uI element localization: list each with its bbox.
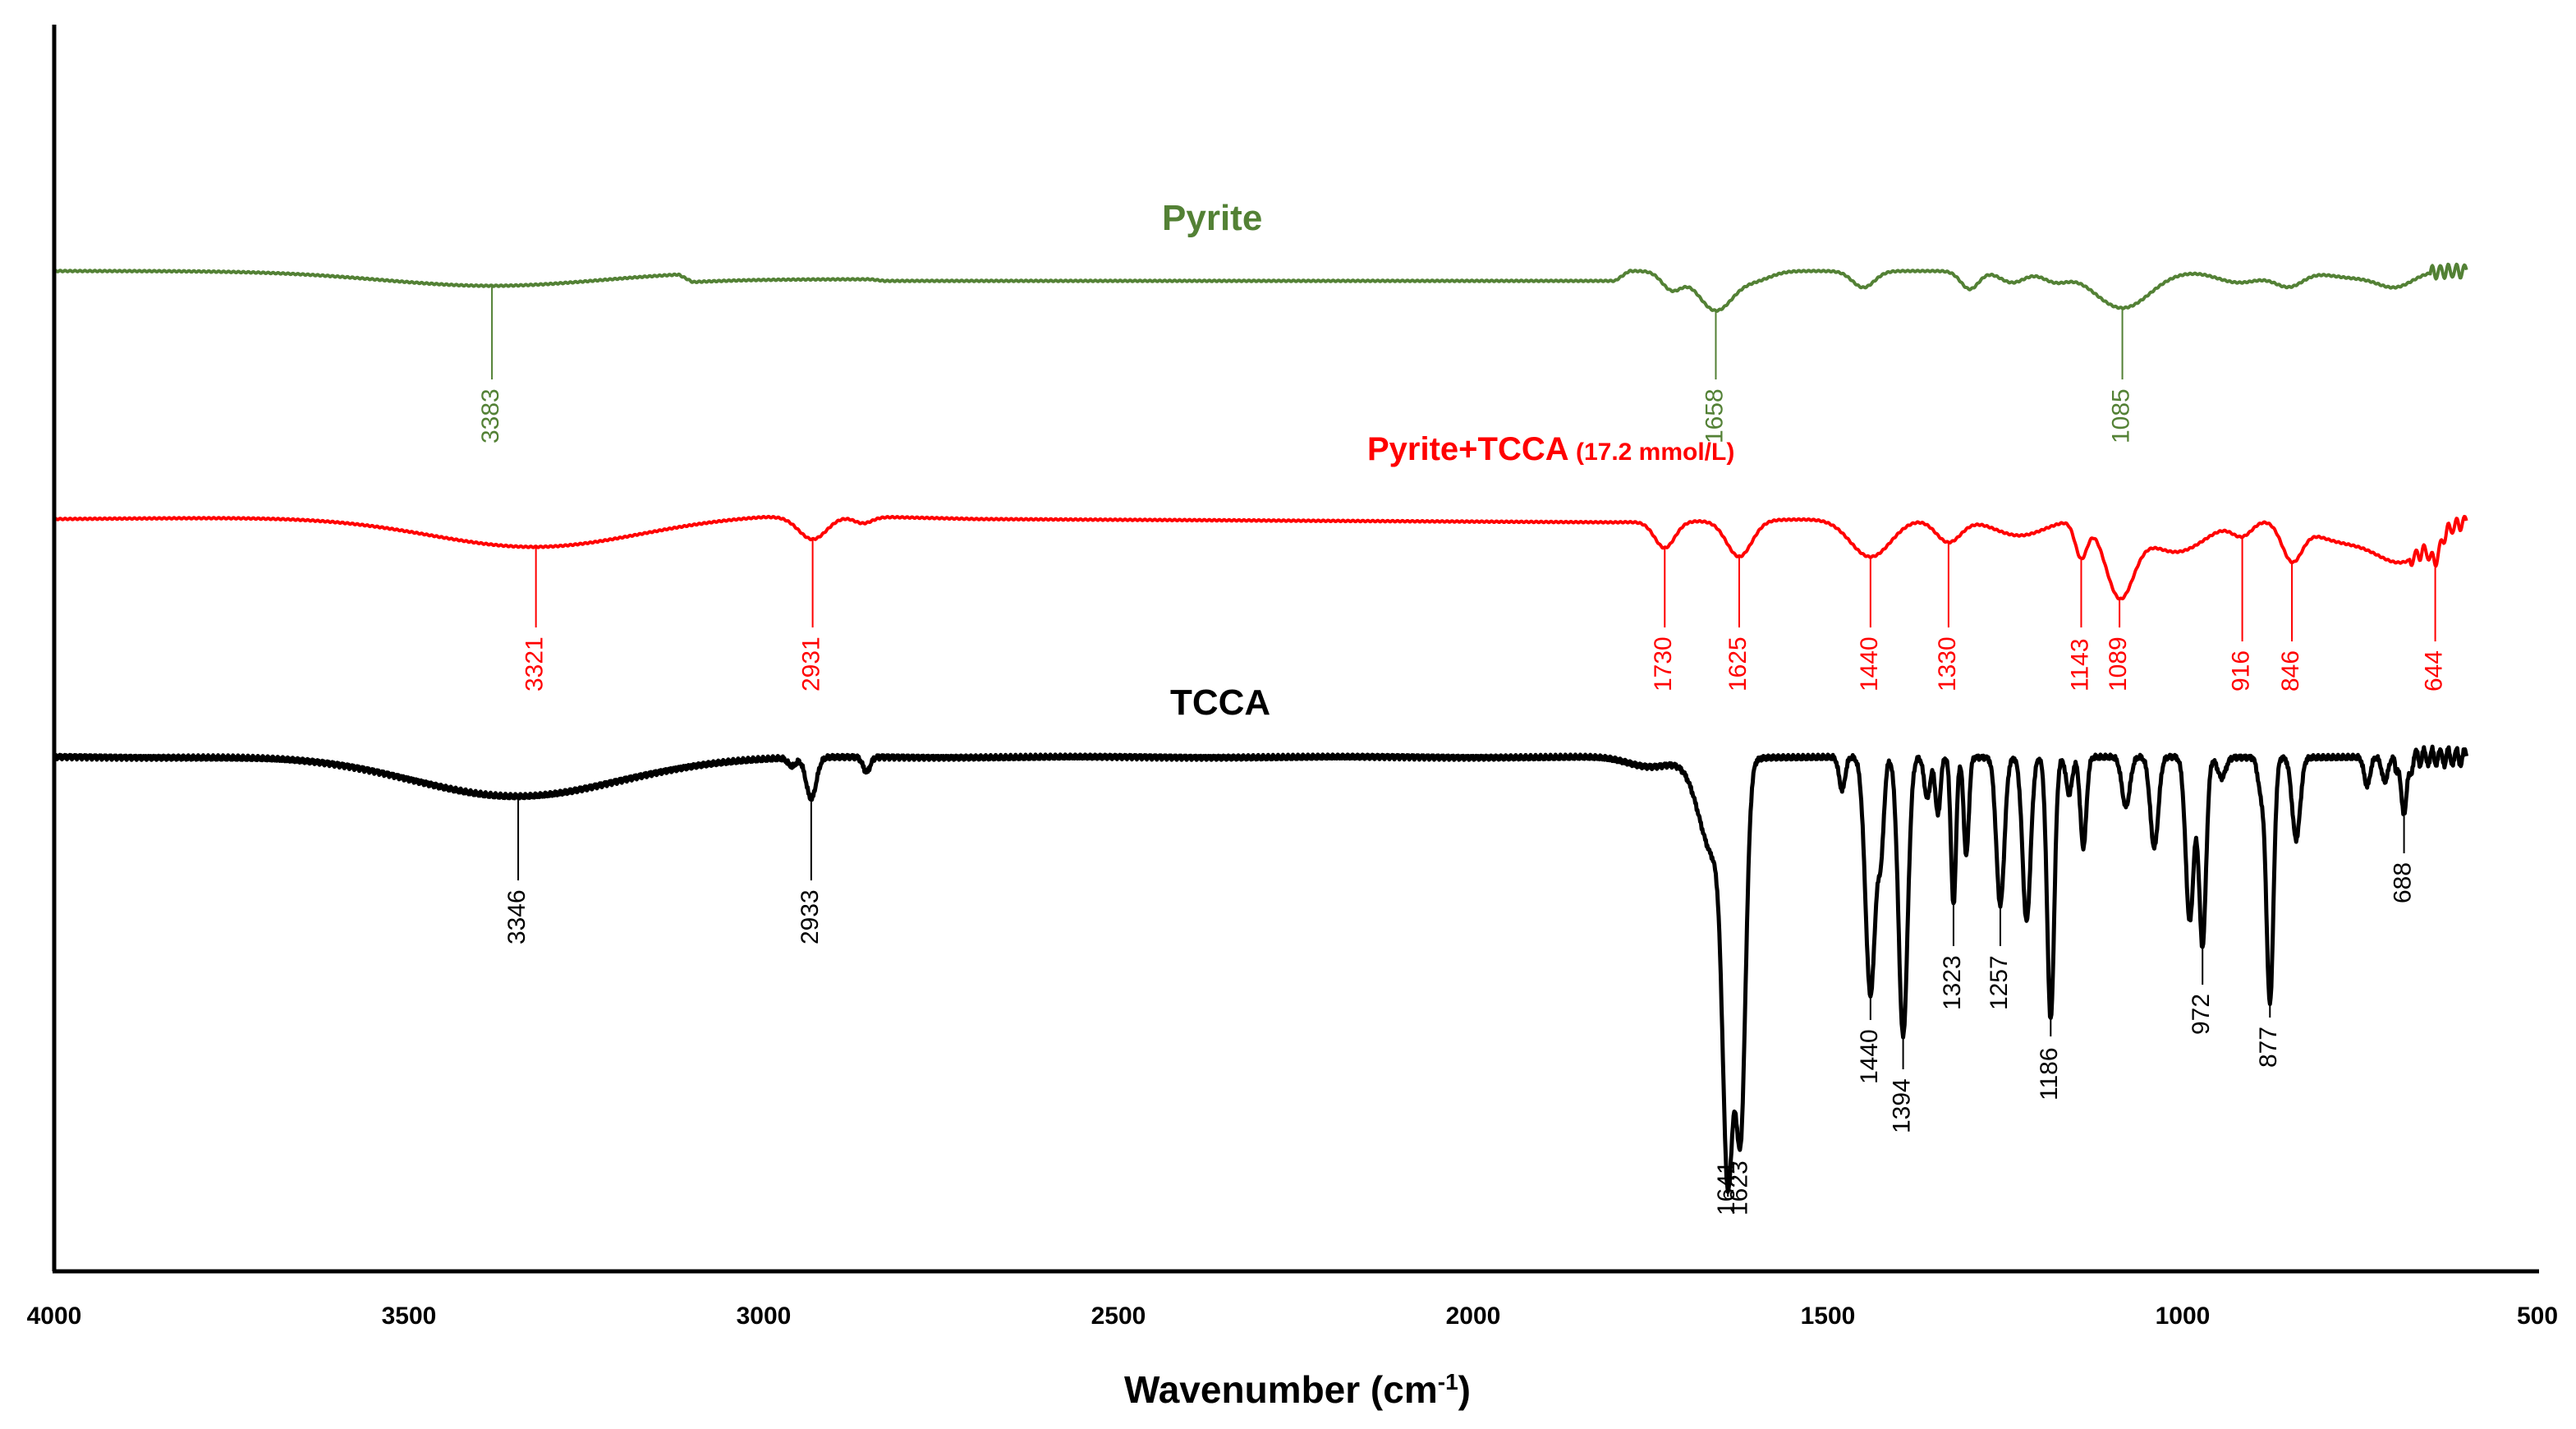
series-title-tcca: TCCA [1170, 682, 1270, 723]
peak-label-tcca-972: 972 [2188, 994, 2215, 1035]
x-tick-label-1500: 1500 [1801, 1303, 1856, 1330]
series-titles: Pyrite Pyrite+TCCA (17.2 mmol/L) TCCA [1162, 198, 1734, 723]
series-name-tcca: TCCA [1170, 682, 1270, 723]
x-tick-label-2000: 2000 [1446, 1303, 1501, 1330]
series-name-extra-pyrite-tcca: (17.2 mmol/L) [1569, 439, 1735, 466]
peak-label-pyrite-tcca-1330: 1330 [1934, 636, 1961, 692]
series-line-pyrite [53, 262, 2468, 313]
peak-label-pyrite-tcca-1143: 1143 [2066, 638, 2093, 692]
x-axis-label-superscript: -1 [1438, 1369, 1458, 1395]
peak-label-tcca-3346: 3346 [503, 889, 530, 944]
peak-label-tcca-877: 877 [2255, 1027, 2282, 1068]
peak-label-tcca-2933: 2933 [797, 889, 824, 944]
peak-label-tcca-1394: 1394 [1889, 1078, 1916, 1133]
peak-label-pyrite-tcca-916: 916 [2228, 650, 2255, 692]
x-tick-labels: 4000 3500 3000 2500 2000 1500 1000 500 [27, 1303, 2558, 1330]
x-tick-label-2500: 2500 [1091, 1303, 1146, 1330]
peak-label-tcca-1186: 1186 [2036, 1047, 2063, 1100]
peak-label-tcca-1641: 1641 [1713, 1160, 1740, 1215]
peak-label-pyrite-1658: 1658 [1701, 388, 1728, 443]
peak-label-pyrite-tcca-1089: 1089 [2105, 636, 2132, 692]
peak-label-pyrite-tcca-2931: 2931 [798, 636, 825, 692]
series-line-tcca [52, 744, 2469, 1194]
series-title-pyrite-tcca: Pyrite+TCCA (17.2 mmol/L) [1367, 431, 1734, 467]
x-tick-label-4000: 4000 [27, 1303, 82, 1330]
peak-label-pyrite-tcca-644: 644 [2421, 650, 2448, 692]
peak-label-pyrite-1085: 1085 [2107, 388, 2134, 443]
series-line-pyrite-tcca [53, 514, 2468, 601]
x-tick-label-3500: 3500 [382, 1303, 437, 1330]
peak-annotations: 3383 1658 1085 3321 2931 1730 1625 1440 1330 1143… [477, 285, 2448, 1215]
peak-label-tcca-1440: 1440 [1856, 1029, 1883, 1084]
peak-label-tcca-1257: 1257 [1986, 955, 2013, 1010]
peak-label-tcca-1323: 1323 [1939, 955, 1966, 1010]
x-axis-label-end: ) [1458, 1368, 1471, 1411]
peak-label-pyrite-tcca-1625: 1625 [1724, 636, 1752, 692]
peak-label-pyrite-3383: 3383 [477, 388, 504, 443]
axes [52, 25, 2539, 1274]
peak-label-pyrite-tcca-3321: 3321 [521, 636, 549, 692]
x-axis-label-text: Wavenumber (cm [1124, 1368, 1438, 1411]
peak-label-tcca-688: 688 [2389, 862, 2416, 903]
peak-label-pyrite-tcca-1440: 1440 [1856, 636, 1883, 692]
x-tick-label-1000: 1000 [2156, 1303, 2211, 1330]
x-tick-label-3000: 3000 [737, 1303, 792, 1330]
series-name-pyrite: Pyrite [1162, 198, 1262, 238]
peak-label-tcca-1623: 1623 [1726, 1160, 1753, 1215]
series-name-pyrite-tcca: Pyrite+TCCA [1367, 431, 1569, 467]
peak-label-pyrite-tcca-846: 846 [2277, 650, 2304, 692]
x-axis-label: Wavenumber (cm-1) [1124, 1368, 1471, 1411]
spectra-layer [52, 262, 2469, 1194]
peak-label-pyrite-tcca-1730: 1730 [1650, 636, 1677, 692]
series-title-pyrite: Pyrite [1162, 198, 1262, 238]
x-tick-label-500: 500 [2517, 1303, 2558, 1330]
